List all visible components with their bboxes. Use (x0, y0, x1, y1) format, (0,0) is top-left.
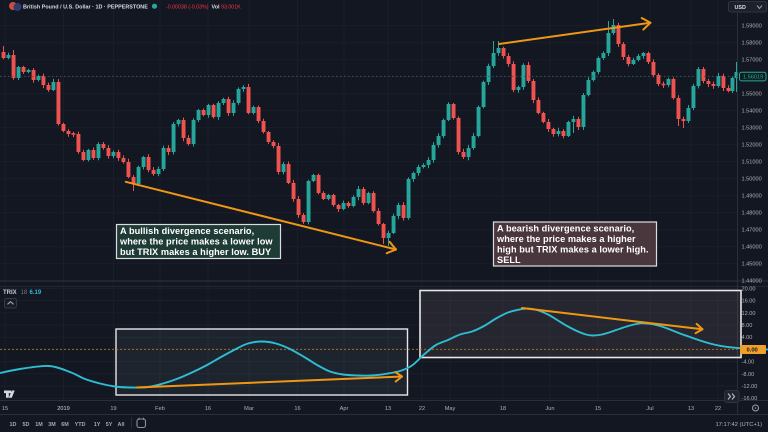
svg-text:1.53000: 1.53000 (742, 126, 762, 132)
svg-text:1.50000: 1.50000 (742, 177, 762, 183)
svg-text:0.00: 0.00 (747, 348, 758, 354)
svg-text:13: 13 (688, 406, 694, 412)
svg-text:3M: 3M (48, 422, 56, 428)
svg-text:1.54000: 1.54000 (742, 109, 762, 115)
svg-text:12.00: 12.00 (742, 311, 756, 317)
svg-text:22: 22 (715, 406, 721, 412)
svg-text:1.57000: 1.57000 (742, 58, 762, 64)
svg-text:Vol: Vol (212, 5, 221, 11)
svg-text:TRIX: TRIX (3, 290, 17, 296)
svg-text:1.59000: 1.59000 (742, 24, 762, 30)
svg-text:16.00: 16.00 (742, 299, 756, 305)
svg-text:19: 19 (110, 406, 116, 412)
svg-text:British Pound / U.S. Dollar ·: British Pound / U.S. Dollar · 1D · PEPPE… (23, 5, 148, 11)
svg-text:SELL: SELL (497, 255, 521, 265)
svg-text:-16.00: -16.00 (742, 396, 758, 402)
svg-text:4.00: 4.00 (742, 335, 753, 341)
svg-text:-12.00: -12.00 (742, 384, 758, 390)
svg-text:May: May (445, 406, 456, 412)
svg-text:1.47000: 1.47000 (742, 228, 762, 234)
svg-text:1M: 1M (35, 422, 43, 428)
svg-text:15: 15 (2, 406, 8, 412)
svg-text:1.55000: 1.55000 (742, 92, 762, 98)
svg-text:A bullish divergence scenario,: A bullish divergence scenario, (120, 226, 254, 236)
svg-text:where the price makes a lower: where the price makes a lower low (119, 236, 273, 246)
svg-text:1.46000: 1.46000 (742, 245, 762, 251)
svg-text:20.00: 20.00 (742, 286, 756, 292)
svg-text:YTD: YTD (75, 422, 86, 428)
svg-text:6.19: 6.19 (30, 290, 42, 296)
svg-text:1D: 1D (10, 422, 17, 428)
svg-text:93.001K: 93.001K (221, 5, 241, 11)
svg-text:1.52000: 1.52000 (742, 143, 762, 149)
svg-text:-8.00: -8.00 (742, 372, 755, 378)
svg-text:but TRIX makes a higher low. B: but TRIX makes a higher low. BUY (120, 247, 271, 257)
svg-text:18: 18 (500, 406, 506, 412)
svg-text:1.44000: 1.44000 (742, 279, 762, 285)
svg-text:Jul: Jul (646, 406, 653, 412)
svg-text:16: 16 (205, 406, 211, 412)
svg-text:6M: 6M (61, 422, 69, 428)
svg-text:8.00: 8.00 (742, 323, 753, 329)
svg-text:-0.00038 (-0.03%): -0.00038 (-0.03%) (166, 5, 209, 11)
svg-text:5Y: 5Y (106, 422, 113, 428)
svg-text:1Y: 1Y (94, 422, 101, 428)
svg-text:17:17:42 (UTC+1): 17:17:42 (UTC+1) (715, 422, 762, 428)
svg-text:Apr: Apr (340, 406, 349, 412)
svg-text:1.51000: 1.51000 (742, 160, 762, 166)
svg-text:-4.00: -4.00 (742, 360, 755, 366)
svg-text:13: 13 (385, 406, 391, 412)
svg-text:5D: 5D (23, 422, 30, 428)
svg-text:Feb: Feb (155, 406, 165, 412)
svg-text:USD: USD (735, 5, 747, 11)
svg-text:18: 18 (21, 290, 28, 296)
svg-text:15: 15 (595, 406, 601, 412)
svg-text:Mar: Mar (244, 406, 254, 412)
svg-text:1.48000: 1.48000 (742, 211, 762, 217)
svg-text:2019: 2019 (57, 406, 69, 412)
svg-text:1.58000: 1.58000 (742, 41, 762, 47)
svg-text:1.45000: 1.45000 (742, 262, 762, 268)
svg-text:1.49000: 1.49000 (742, 194, 762, 200)
svg-text:All: All (118, 422, 125, 428)
svg-text:1.56019: 1.56019 (743, 75, 763, 81)
svg-text:high but TRIX makes a lower hi: high but TRIX makes a lower high. (497, 244, 649, 254)
svg-text:where the price makes a higher: where the price makes a higher (496, 234, 636, 244)
svg-text:Jun: Jun (545, 406, 554, 412)
svg-text:A bearish divergence scenario,: A bearish divergence scenario, (497, 223, 634, 233)
svg-text:22: 22 (419, 406, 425, 412)
svg-text:16: 16 (294, 406, 300, 412)
